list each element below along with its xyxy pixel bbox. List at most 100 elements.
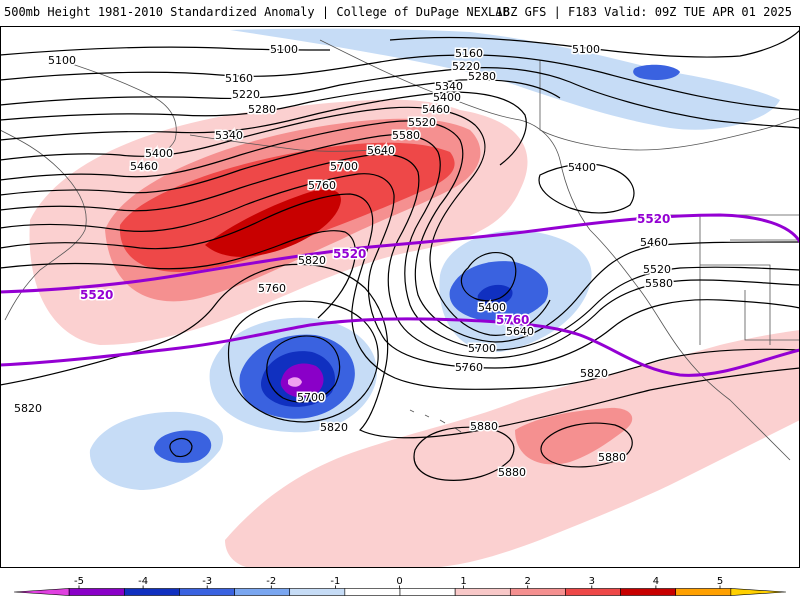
label-5700-low: 5700 bbox=[297, 391, 325, 404]
label-5460-n: 5460 bbox=[422, 103, 450, 116]
contour-5460 bbox=[0, 120, 800, 343]
label-5280-w: 5280 bbox=[248, 103, 276, 116]
colorbar-segment bbox=[675, 588, 732, 596]
coast-canada bbox=[539, 60, 800, 151]
label-5700-n: 5700 bbox=[330, 160, 358, 173]
colorbar-tick-label: 0 bbox=[396, 576, 402, 587]
colorbar-tick-label: 4 bbox=[653, 576, 659, 587]
colorbar-tick-label: 2 bbox=[525, 576, 531, 587]
climo-label-5520-e: 5520 bbox=[637, 212, 670, 226]
anomaly-pos-4 bbox=[205, 189, 341, 257]
contour-5400-low bbox=[460, 251, 517, 302]
climo-5520-line bbox=[0, 213, 800, 294]
colorbar-segment bbox=[565, 588, 621, 596]
climo-label-5520-w: 5520 bbox=[80, 288, 113, 302]
label-5760-w: 5760 bbox=[258, 282, 286, 295]
colorbar-segment bbox=[399, 588, 456, 596]
hawaii bbox=[409, 409, 462, 433]
colorbar-tick-label: -5 bbox=[74, 576, 84, 587]
label-5700-s: 5700 bbox=[468, 342, 496, 355]
contour-5340 bbox=[0, 91, 527, 166]
contour-5220 bbox=[0, 67, 800, 129]
label-5820-e: 5820 bbox=[580, 367, 608, 380]
colorbar-tick-label: -1 bbox=[330, 576, 340, 587]
contour-5820-small bbox=[169, 437, 193, 458]
colorbar-segment bbox=[234, 588, 291, 596]
label-5640-n: 5640 bbox=[367, 144, 395, 157]
label-5580-e: 5580 bbox=[645, 277, 673, 290]
label-5100-w: 5100 bbox=[48, 54, 76, 67]
label-5820-ridge: 5820 bbox=[298, 254, 326, 267]
label-5460-e: 5460 bbox=[640, 236, 668, 249]
label-5100-e: 5100 bbox=[572, 43, 600, 56]
colorbar-segment bbox=[509, 588, 566, 596]
label-5400-canada: 5400 bbox=[568, 161, 596, 174]
contour-5520 bbox=[0, 134, 800, 351]
coast-aleutians bbox=[189, 134, 391, 152]
colorbar-segment bbox=[68, 588, 125, 596]
label-5760-s: 5760 bbox=[455, 361, 483, 374]
colorbar-segment bbox=[454, 588, 511, 596]
label-5820-w: 5820 bbox=[14, 402, 42, 415]
colorbar-segment bbox=[344, 588, 401, 596]
label-5880-b: 5880 bbox=[498, 466, 526, 479]
anomaly-neg-5 bbox=[477, 284, 513, 306]
colorbar-tick-label: 3 bbox=[589, 576, 595, 587]
height-contours bbox=[0, 29, 800, 481]
colorbar-tick-label: -4 bbox=[138, 576, 148, 587]
colorbar-segments bbox=[13, 588, 787, 596]
anomaly-shading bbox=[29, 28, 800, 568]
colorbar-tick-label: -2 bbox=[266, 576, 276, 587]
label-5520-e: 5520 bbox=[643, 263, 671, 276]
colorbar-tick-label: 5 bbox=[717, 576, 723, 587]
anomaly-neg-2 bbox=[633, 64, 680, 80]
anomaly-pos-5 bbox=[225, 330, 800, 568]
label-5160-w: 5160 bbox=[225, 72, 253, 85]
colorbar-segment bbox=[123, 588, 180, 596]
anomaly-map: 5100 5100 5100 5160 5160 5220 5220 5280 … bbox=[0, 26, 800, 568]
label-5400-low: 5400 bbox=[478, 301, 506, 314]
model-valid-time: 18Z GFS | F183 Valid: 09Z TUE APR 01 202… bbox=[495, 5, 792, 19]
colorbar-segment bbox=[620, 588, 677, 596]
label-5880-c: 5880 bbox=[598, 451, 626, 464]
contour-5820 bbox=[0, 263, 800, 439]
label-5220-e: 5220 bbox=[452, 60, 480, 73]
colorbar-ticks: -5 -4 -3 -2 -1 0 1 2 3 4 5 bbox=[74, 576, 723, 589]
contour-5880-b bbox=[540, 422, 633, 468]
label-5220-w: 5220 bbox=[232, 88, 260, 101]
anomaly-pos-6 bbox=[515, 407, 633, 465]
contour-5100-west bbox=[0, 46, 331, 56]
label-5280-e: 5280 bbox=[468, 70, 496, 83]
label-5880-a: 5880 bbox=[470, 420, 498, 433]
contour-5160 bbox=[0, 54, 800, 111]
label-5520-n: 5520 bbox=[408, 116, 436, 129]
coast-alaska bbox=[319, 39, 591, 231]
label-5400-n: 5400 bbox=[433, 91, 461, 104]
contour-labels: 5100 5100 5100 5160 5160 5220 5220 5280 … bbox=[13, 42, 675, 481]
colorbar-arrow-max bbox=[730, 588, 787, 596]
label-5580-n: 5580 bbox=[392, 129, 420, 142]
contour-5400-canada bbox=[538, 163, 635, 214]
climo-5760-line bbox=[0, 317, 800, 377]
contour-5880-a bbox=[413, 426, 515, 481]
anomaly-neg-9 bbox=[280, 363, 324, 398]
climo-label-5520-c: 5520 bbox=[333, 247, 366, 261]
contour-5280 bbox=[0, 79, 561, 121]
anomaly-neg-12 bbox=[154, 430, 212, 463]
climo-label-5760: 5760 bbox=[496, 313, 529, 327]
label-5160-e: 5160 bbox=[455, 47, 483, 60]
label-5340-e: 5340 bbox=[435, 80, 463, 93]
label-5340-w: 5340 bbox=[215, 129, 243, 142]
label-5460-w: 5460 bbox=[130, 160, 158, 173]
label-5760-n: 5760 bbox=[308, 179, 336, 192]
contour-5640 bbox=[0, 173, 800, 369]
colorbar: -5 -4 -3 -2 -1 0 1 2 3 4 5 bbox=[0, 568, 800, 600]
anomaly-neg-1 bbox=[230, 28, 780, 130]
header: 500mb Height 1981-2010 Standardized Anom… bbox=[0, 0, 800, 26]
label-5400-w: 5400 bbox=[145, 147, 173, 160]
contour-5760-low bbox=[227, 300, 379, 423]
contour-5700 bbox=[0, 193, 800, 391]
contour-5700-low bbox=[266, 335, 341, 403]
colorbar-tick-label: 1 bbox=[460, 576, 466, 587]
contour-5100-east bbox=[389, 29, 800, 58]
